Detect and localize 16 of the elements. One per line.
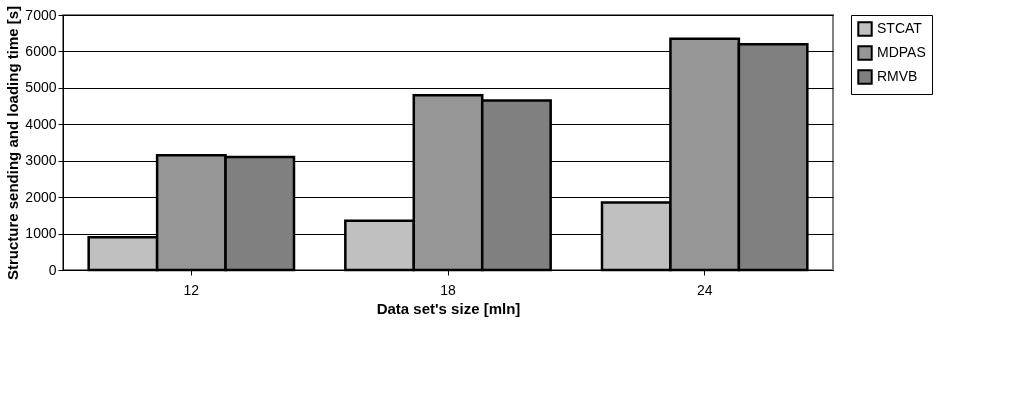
y-axis-title: Structure sending and loading time [s] [4, 5, 22, 281]
legend-label: STCAT [877, 20, 923, 36]
x-tick-label: 24 [696, 281, 713, 298]
y-tick-label: 6000 [25, 42, 57, 59]
y-tick-label: 0 [48, 261, 57, 278]
y-tick-label: 5000 [25, 79, 57, 96]
x-tick-label: 12 [183, 281, 200, 298]
y-tick-label: 1000 [25, 225, 57, 242]
legend-label: MDPAS [877, 44, 926, 60]
legend-label: RMVB [877, 68, 918, 84]
x-tick-label: 18 [440, 281, 456, 298]
y-tick-label: 7000 [25, 6, 57, 23]
y-tick-label: 2000 [25, 188, 57, 205]
y-tick-label: 4000 [25, 115, 57, 132]
y-tick-label: 3000 [25, 152, 57, 169]
x-axis-title: Data set's size [mln] [376, 299, 521, 317]
